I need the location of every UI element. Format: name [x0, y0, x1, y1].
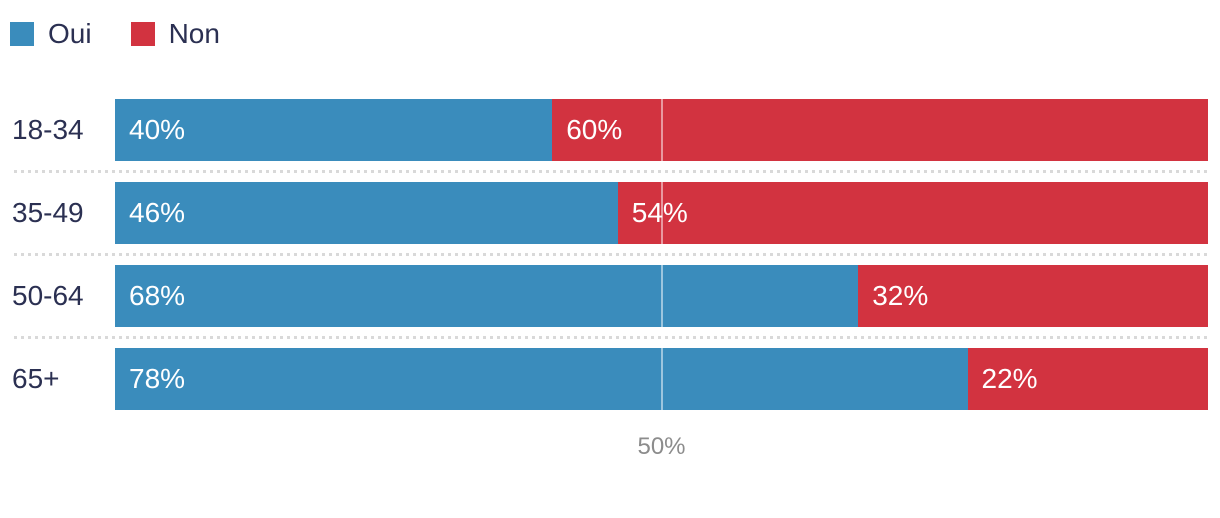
gridline-50 [660, 99, 663, 161]
x-axis: 50% [115, 430, 1208, 460]
category-label: 35-49 [12, 197, 84, 228]
bar-segment-oui: 46% [115, 182, 618, 244]
bar-segment-non: 54% [617, 182, 1208, 244]
segment-value-label: 22% [981, 363, 1038, 394]
bar-segment-non: 22% [967, 348, 1208, 410]
legend-swatch-non-icon [130, 22, 155, 46]
legend-item-oui: Oui [10, 20, 92, 48]
legend-label-oui: Oui [48, 18, 92, 49]
legend: Oui Non [10, 20, 220, 48]
bar-segment-oui: 40% [115, 99, 553, 161]
legend-swatch-oui-icon [10, 22, 34, 46]
bar-segment-non: 60% [552, 99, 1208, 161]
category-label: 65+ [12, 363, 60, 394]
category-label: 18-34 [12, 114, 84, 145]
bar-group: 46% 54% [115, 182, 1208, 244]
chart-row: 65+ 78% 22% [0, 348, 1208, 410]
gridline-50 [660, 348, 663, 410]
bar-segment-oui: 68% [115, 265, 859, 327]
chart-row: 35-49 46% 54% [0, 182, 1208, 244]
row-separator [0, 327, 1208, 348]
bar-group: 78% 22% [115, 348, 1208, 410]
category-label: 50-64 [12, 280, 84, 311]
axis-tick-label: 50% [637, 433, 686, 460]
segment-value-label: 32% [872, 280, 929, 311]
row-separator [0, 161, 1208, 182]
bar-group: 40% 60% [115, 99, 1208, 161]
gridline-50 [660, 265, 663, 327]
segment-value-label: 60% [566, 114, 623, 145]
segment-value-label: 54% [632, 199, 688, 227]
legend-item-non: Non [130, 18, 220, 49]
row-separator [0, 244, 1208, 265]
chart-row: 18-34 40% 60% [0, 99, 1208, 161]
bar-group: 68% 32% [115, 265, 1208, 327]
segment-value-label: 46% [129, 197, 186, 228]
bar-segment-oui: 78% [115, 348, 968, 410]
chart-row: 50-64 68% 32% [0, 265, 1208, 327]
segment-value-label: 78% [129, 363, 186, 394]
plot-area: 18-34 40% 60% 35-49 46% 54% 50-64 68% 32… [0, 99, 1208, 410]
gridline-50 [660, 182, 663, 244]
legend-label-non: Non [168, 18, 220, 49]
segment-value-label: 40% [129, 114, 186, 145]
bar-segment-non: 32% [858, 265, 1208, 327]
segment-value-label: 68% [129, 280, 186, 311]
